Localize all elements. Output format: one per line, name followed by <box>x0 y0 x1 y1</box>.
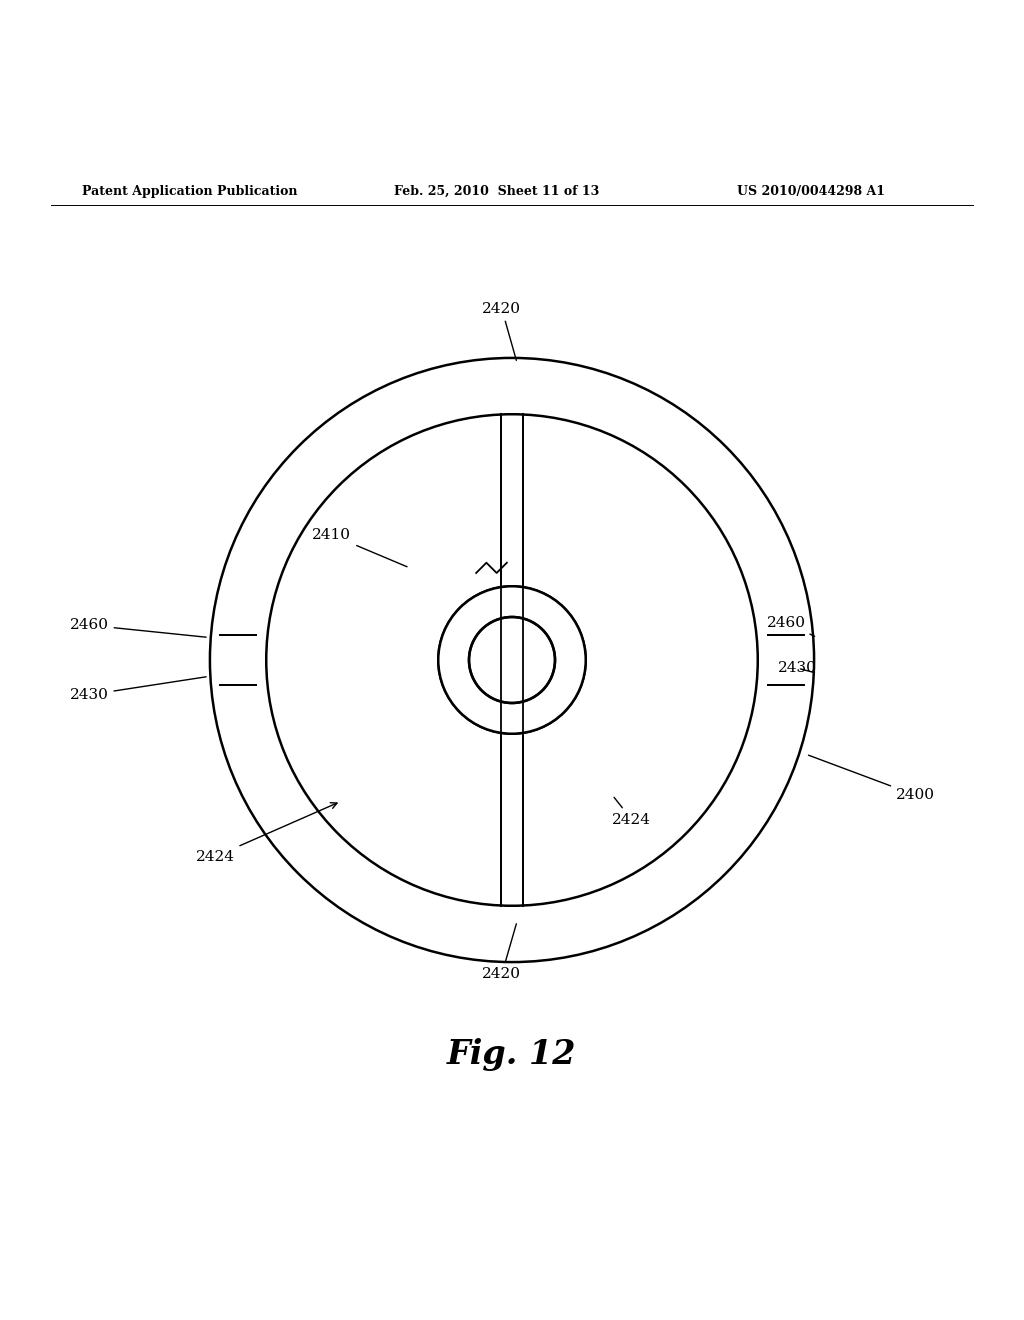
Text: Feb. 25, 2010  Sheet 11 of 13: Feb. 25, 2010 Sheet 11 of 13 <box>394 185 599 198</box>
Text: 2400: 2400 <box>809 755 935 803</box>
Text: 2424: 2424 <box>612 797 651 826</box>
Text: 2420: 2420 <box>482 302 521 360</box>
Text: Patent Application Publication: Patent Application Publication <box>82 185 297 198</box>
Text: 2410: 2410 <box>312 528 407 566</box>
Text: 2460: 2460 <box>70 618 206 638</box>
Text: 2430: 2430 <box>778 661 817 676</box>
Circle shape <box>438 586 586 734</box>
Text: 2460: 2460 <box>767 616 815 636</box>
Text: US 2010/0044298 A1: US 2010/0044298 A1 <box>737 185 886 198</box>
Text: 2424: 2424 <box>196 803 337 863</box>
Text: Fig. 12: Fig. 12 <box>447 1038 577 1071</box>
Text: 2430: 2430 <box>70 677 206 702</box>
Text: 2420: 2420 <box>482 924 521 981</box>
Circle shape <box>438 586 586 734</box>
